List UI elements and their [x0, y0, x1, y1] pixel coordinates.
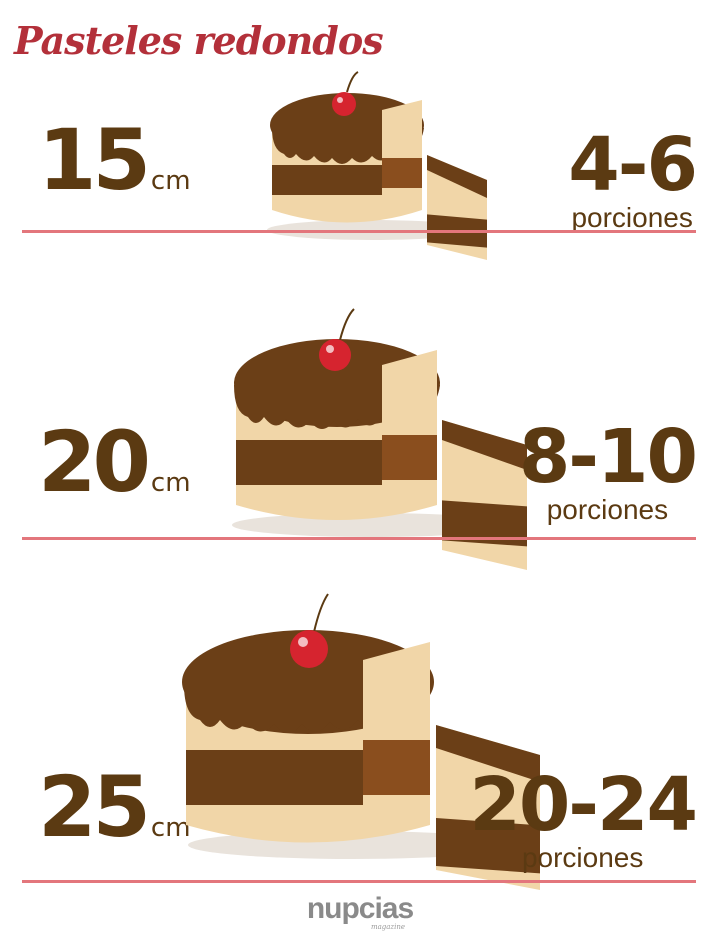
size-unit: cm	[150, 166, 191, 196]
size-value: 20	[38, 413, 151, 511]
portions-range: 4-6	[568, 122, 698, 208]
size-value: 15	[38, 111, 151, 209]
brand-sub: magazine	[370, 923, 406, 931]
portions: 4-6 porciones	[568, 122, 698, 233]
cake-size: 20 cm	[38, 420, 191, 504]
brand-name: nupcias	[306, 892, 414, 925]
cake-size: 25 cm	[38, 765, 191, 849]
page-title: Pasteles redondos	[14, 18, 384, 63]
cake-illustration-medium	[232, 308, 527, 570]
cake-illustration-small	[267, 71, 487, 260]
brand-logo: nupcias magazine	[0, 894, 720, 931]
divider-line	[22, 230, 696, 233]
cake-size: 15 cm	[38, 118, 191, 202]
size-unit: cm	[150, 468, 191, 498]
portions-range: 20-24	[469, 762, 698, 848]
size-unit: cm	[150, 813, 191, 843]
portions: 20-24 porciones	[469, 762, 698, 873]
portions-label: porciones	[521, 842, 644, 873]
divider-line	[22, 880, 696, 883]
cake-illustration-large	[182, 593, 540, 890]
portions: 8-10 porciones	[518, 414, 698, 525]
portions-label: porciones	[546, 494, 669, 525]
portions-label: porciones	[571, 202, 693, 233]
portions-range: 8-10	[518, 414, 698, 500]
divider-line	[22, 537, 696, 540]
size-value: 25	[38, 758, 151, 856]
